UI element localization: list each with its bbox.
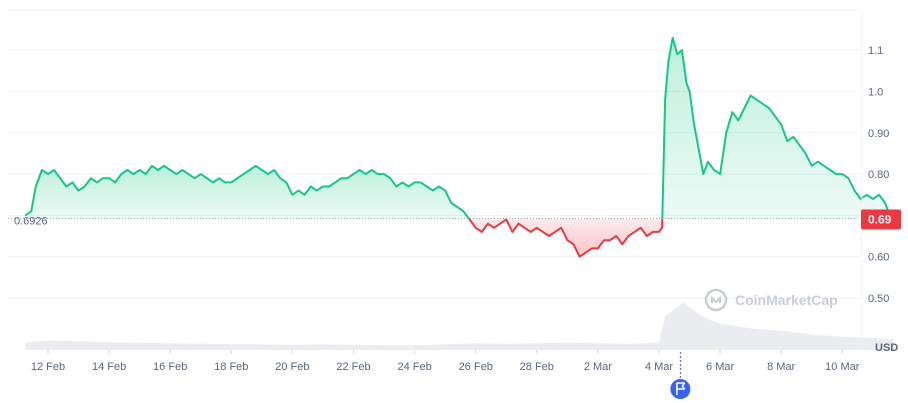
y-tick-label: 0.50 [868,293,889,305]
x-tick-label: 20 Feb [275,361,309,373]
y-tick-label: 0.80 [868,169,889,181]
y-tick-label: 1.0 [868,87,883,99]
x-tick-label: 28 Feb [520,361,554,373]
x-tick-label: 26 Feb [459,361,493,373]
x-tick-label: 16 Feb [153,361,187,373]
x-tick-label: 10 Mar [825,361,860,373]
x-tick-label: 12 Feb [31,361,65,373]
watermark-text: CoinMarketCap [735,292,838,308]
y-axis: 0.500.600.700.800.901.01.1 [868,45,889,305]
current-price-tag[interactable]: 0.69 [861,209,901,230]
area-fill-up [662,37,893,219]
coinmarketcap-logo-icon [704,288,728,312]
x-tick-label: 22 Feb [336,361,370,373]
area-fill-up [25,165,469,219]
x-tick-label: 14 Feb [92,361,126,373]
price-line-down [468,217,664,258]
price-line-up [661,36,894,220]
coinmarketcap-watermark: CoinMarketCap [704,288,838,312]
unit-label: USD [875,342,898,354]
current-price-label: 0.69 [868,213,892,227]
x-tick-label: 24 Feb [397,361,431,373]
volume-area [25,302,895,350]
x-tick-label: 6 Mar [706,361,734,373]
flag-icon [676,382,686,395]
x-axis: 12 Feb 14 Feb 16 Feb 18 Feb 20 Feb 22 Feb 24 F… [31,350,860,373]
x-tick-label: 8 Mar [767,361,795,373]
x-tick-label: 2 Mar [584,361,612,373]
price-line-up [24,164,470,220]
event-marker[interactable] [670,352,691,399]
x-tick-label: 18 Feb [214,361,248,373]
y-tick-label: 0.90 [868,128,889,140]
x-tick-label: 4 Mar [645,361,673,373]
area-fill-down [468,218,663,257]
price-area [24,36,895,258]
y-tick-label: 1.1 [868,45,883,57]
baseline-label: 0.6926 [14,215,48,227]
y-tick-label: 0.60 [868,252,889,264]
volume-bars [25,302,895,350]
